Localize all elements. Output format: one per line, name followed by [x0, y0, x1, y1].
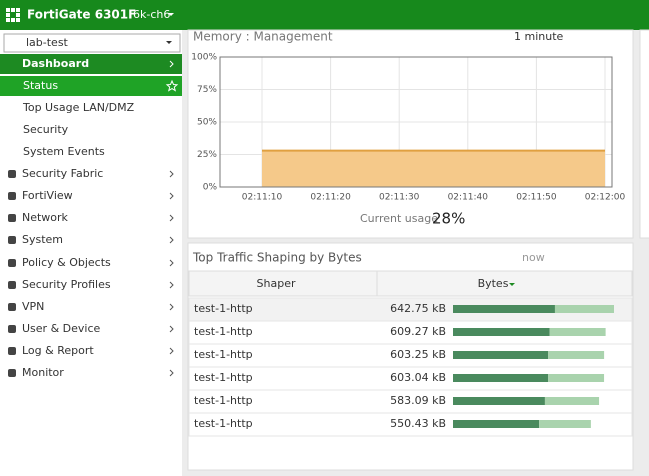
menu-item[interactable]: Security Profiles: [22, 278, 111, 291]
bytes-bar: [548, 374, 605, 382]
shaper-name: test-1-http: [194, 371, 253, 384]
device-selector[interactable]: 6k-ch6: [133, 8, 170, 21]
menu-icon: [8, 192, 16, 200]
bytes-bar: [453, 397, 545, 405]
bytes-bar: [453, 305, 555, 313]
shaper-name: test-1-http: [194, 417, 253, 430]
menu-icon: [8, 303, 16, 311]
favorite-star: [165, 79, 179, 92]
bytes-bar: [453, 420, 540, 428]
column-header[interactable]: Bytes: [478, 277, 509, 290]
area: [262, 150, 605, 187]
bytes-bar: [549, 328, 606, 336]
interval-select[interactable]: 1 minute: [514, 30, 564, 43]
bytes-bar: [554, 305, 614, 313]
x-tick-label: 02:12:00: [585, 193, 626, 203]
y-tick-label: 0%: [203, 183, 218, 193]
column-header[interactable]: Shaper: [257, 277, 296, 290]
bytes-bar: [544, 397, 600, 405]
chevron: [169, 236, 174, 244]
product-name: FortiGate 6301F: [27, 8, 136, 22]
menu-icon: [8, 236, 16, 244]
shaper-name: test-1-http: [194, 394, 253, 407]
menu-icon: [8, 170, 16, 178]
clipped-widget: [639, 29, 649, 239]
chevron: [169, 170, 174, 178]
menu-icon: [8, 214, 16, 222]
menu-item[interactable]: Monitor: [22, 366, 64, 379]
bytes-bar: [453, 351, 549, 359]
menu-item[interactable]: Network: [22, 211, 69, 224]
menu-icon: [8, 281, 16, 289]
submenu-item[interactable]: Status: [23, 79, 58, 92]
bytes-label: 583.09 kB: [390, 394, 446, 407]
bytes-label: 603.25 kB: [390, 348, 446, 361]
widget-title: Memory : Management: [193, 30, 333, 44]
bytes-label: 642.75 kB: [390, 302, 446, 315]
menu-item[interactable]: Security Fabric: [22, 167, 103, 180]
sort-caret: [509, 283, 515, 286]
chevron: [169, 192, 174, 200]
submenu-item[interactable]: Security: [23, 123, 69, 136]
current-usage-value: 28%: [432, 210, 465, 228]
menu-icon: [8, 369, 16, 377]
x-tick-label: 02:11:40: [448, 193, 489, 203]
bytes-bar: [453, 374, 549, 382]
chevron: [169, 303, 174, 311]
shaper-name: test-1-http: [194, 302, 253, 315]
chevron: [169, 325, 174, 333]
x-tick-label: 02:11:30: [379, 193, 420, 203]
bytes-bar: [548, 351, 605, 359]
top-bar: [0, 0, 649, 30]
menu-item[interactable]: VPN: [22, 300, 44, 313]
dropdown-caret: [168, 13, 174, 16]
menu-icon: [8, 325, 16, 333]
menu-item[interactable]: User & Device: [22, 322, 100, 335]
chevron: [169, 259, 174, 267]
bytes-label: 603.04 kB: [390, 371, 446, 384]
x-tick-label: 02:11:10: [242, 193, 283, 203]
chevron: [169, 214, 174, 222]
y-tick-label: 50%: [197, 118, 217, 128]
submenu-item[interactable]: System Events: [23, 145, 105, 158]
bytes-label: 609.27 kB: [390, 325, 446, 338]
shaper-name: test-1-http: [194, 348, 253, 361]
bytes-label: 550.43 kB: [390, 417, 446, 430]
y-tick-label: 25%: [197, 150, 217, 160]
table-row[interactable]: [188, 412, 633, 437]
menu-item[interactable]: Log & Report: [22, 344, 94, 357]
bytes-bar: [453, 328, 550, 336]
sidebar: [0, 30, 182, 476]
y-tick-label: 75%: [197, 85, 217, 95]
menu-item[interactable]: System: [22, 233, 63, 246]
chevron: [169, 347, 174, 355]
menu-label: Dashboard: [22, 57, 89, 70]
table-header: [188, 270, 633, 297]
bytes-bar: [539, 420, 591, 428]
submenu-item[interactable]: Top Usage LAN/DMZ: [22, 101, 135, 114]
menu-item[interactable]: Policy & Objects: [22, 256, 111, 269]
dropdown-caret: [166, 41, 172, 44]
chevron: [169, 60, 174, 68]
vdom-select[interactable]: [3, 33, 181, 53]
current-usage-label: Current usage: [360, 212, 438, 225]
widget-title: Top Traffic Shaping by Bytes: [192, 251, 362, 265]
y-tick-label: 100%: [191, 53, 217, 63]
plot-border: [219, 56, 613, 188]
menu-icon: [8, 347, 16, 355]
vdom-label: lab-test: [26, 36, 69, 49]
menu-icon: [8, 259, 16, 267]
x-tick-label: 02:11:20: [310, 193, 351, 203]
x-tick-label: 02:11:50: [516, 193, 557, 203]
shaper-name: test-1-http: [194, 325, 253, 338]
logo: [6, 8, 20, 22]
chevron: [169, 281, 174, 289]
active-row[interactable]: [0, 76, 182, 96]
menu-item[interactable]: FortiView: [22, 189, 73, 202]
refresh-label[interactable]: now: [522, 251, 545, 264]
chevron: [169, 369, 174, 377]
dashboard-row[interactable]: [0, 54, 182, 74]
